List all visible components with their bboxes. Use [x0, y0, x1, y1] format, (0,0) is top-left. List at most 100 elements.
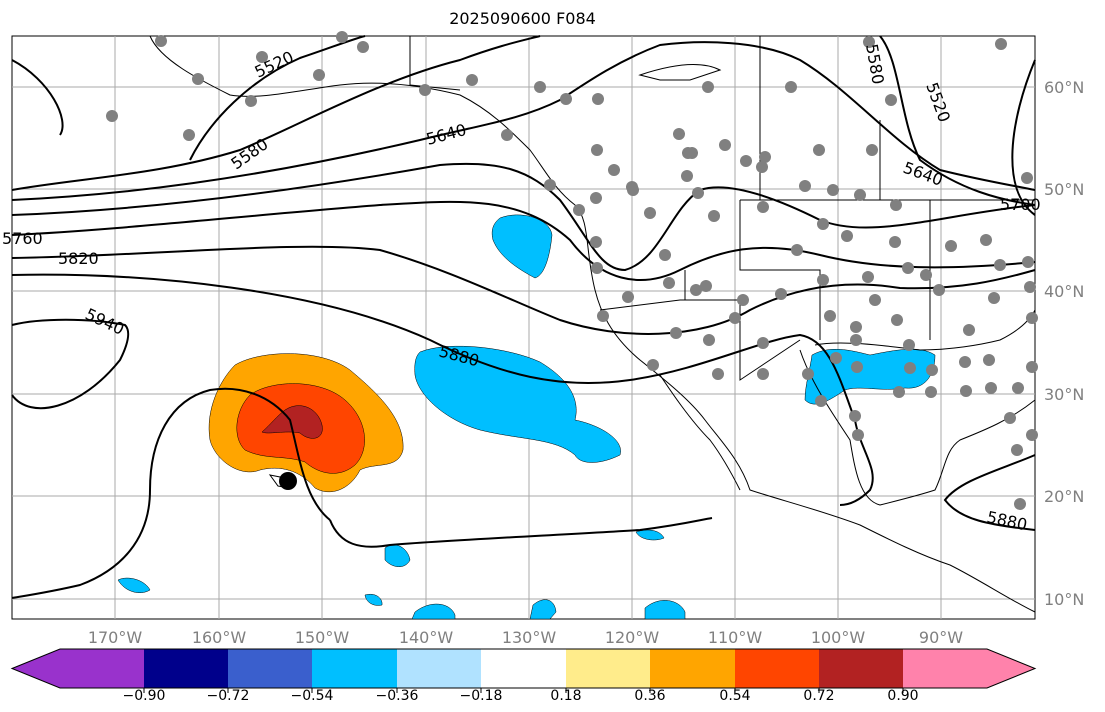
station-dot — [863, 36, 875, 48]
station-dot — [757, 337, 769, 349]
station-dot — [1026, 429, 1038, 441]
contour-5580 — [11, 35, 541, 191]
station-dot — [841, 230, 853, 242]
station-dot — [854, 189, 866, 201]
station-dot — [988, 292, 1000, 304]
station-dot — [708, 210, 720, 222]
y-tick: 10°N — [1044, 590, 1084, 609]
station-dot — [466, 74, 478, 86]
x-tick: 110°W — [708, 628, 763, 647]
station-dot — [756, 161, 768, 173]
station-dot — [591, 144, 603, 156]
contour-label: 5820 — [58, 249, 99, 268]
station-dot — [644, 207, 656, 219]
positive-anomaly-darkred — [261, 405, 323, 439]
coastlines — [149, 35, 1036, 613]
station-dot — [245, 95, 257, 107]
x-tick: 100°W — [811, 628, 866, 647]
station-dot — [817, 218, 829, 230]
station-dot — [904, 362, 916, 374]
shading — [117, 214, 936, 620]
station-dot — [686, 147, 698, 159]
station-dot — [893, 386, 905, 398]
contour-5940 — [11, 387, 713, 599]
colorbar-tick: 0.90 — [887, 688, 918, 704]
station-dot — [757, 368, 769, 380]
colorbar-segment — [144, 649, 228, 688]
station-dot — [719, 139, 731, 151]
colorbar-segment — [735, 649, 819, 688]
station-dot — [963, 324, 975, 336]
colorbar-tick: 0.54 — [719, 688, 750, 704]
station-dot — [590, 192, 602, 204]
station-dot — [663, 277, 675, 289]
station-dot — [419, 84, 431, 96]
station-dot — [501, 129, 513, 141]
station-dot — [1026, 312, 1038, 324]
contour-5820 — [11, 245, 1036, 335]
station-dot — [106, 110, 118, 122]
contours — [11, 35, 1036, 599]
station-dot — [700, 280, 712, 292]
colorbar-ticks: −0.90 −0.72 −0.54 −0.36 −0.18 0.18 0.36 … — [123, 688, 919, 704]
map-panel: 5520 5580 5640 5640 5700 5760 5820 5880 … — [2, 31, 1041, 620]
contour-5880-loop — [11, 318, 130, 410]
station-dot — [994, 259, 1006, 271]
contour-5520 — [11, 35, 366, 161]
station-dot — [889, 236, 901, 248]
station-dot — [850, 321, 862, 333]
station-dot — [852, 429, 864, 441]
colorbar-tick: −0.18 — [460, 688, 503, 704]
station-dot — [824, 310, 836, 322]
colorbar-tick: −0.54 — [291, 688, 334, 704]
x-tick: 90°W — [919, 628, 963, 647]
station-dot — [590, 236, 602, 248]
station-dot — [866, 144, 878, 156]
station-dot — [920, 269, 932, 281]
station-dot — [813, 144, 825, 156]
station-dot — [336, 31, 348, 43]
station-dot — [560, 93, 572, 105]
station-dot — [757, 201, 769, 213]
station-dot — [183, 129, 195, 141]
station-dot — [926, 364, 938, 376]
station-dot — [659, 249, 671, 261]
colorbar-tick: 0.72 — [803, 688, 834, 704]
station-dot — [890, 199, 902, 211]
station-dot — [591, 262, 603, 274]
station-dot — [673, 128, 685, 140]
y-tick: 60°N — [1044, 78, 1084, 97]
station-dot — [815, 395, 827, 407]
station-dot — [791, 244, 803, 256]
colorbar-segment — [819, 649, 903, 688]
station-dot — [959, 356, 971, 368]
station-dot — [960, 385, 972, 397]
station-dot — [712, 368, 724, 380]
station-dot — [1024, 281, 1036, 293]
negative-anomaly-subtrop — [414, 345, 621, 463]
station-dot — [740, 155, 752, 167]
station-dot — [670, 327, 682, 339]
station-dot — [830, 352, 842, 364]
x-axis-ticks: 170°W 160°W 150°W 140°W 130°W 120°W 110°… — [88, 628, 963, 647]
x-tick: 120°W — [605, 628, 660, 647]
station-dot — [1026, 361, 1038, 373]
colorbar-segment — [12, 649, 144, 688]
x-tick: 130°W — [502, 628, 557, 647]
station-dot — [256, 51, 268, 63]
x-tick: 170°W — [88, 628, 143, 647]
station-dot — [827, 184, 839, 196]
storm-marker — [279, 472, 297, 490]
colorbar-tick: 0.18 — [550, 688, 581, 704]
map-title: 2025090600 F084 — [449, 9, 596, 28]
station-dot — [869, 294, 881, 306]
y-tick: 40°N — [1044, 282, 1084, 301]
y-tick: 20°N — [1044, 487, 1084, 506]
station-dot — [1004, 412, 1016, 424]
station-dot — [933, 284, 945, 296]
colorbar-segment — [481, 649, 566, 688]
station-dot — [729, 312, 741, 324]
station-dot — [608, 164, 620, 176]
station-dot — [945, 240, 957, 252]
station-dot — [597, 310, 609, 322]
